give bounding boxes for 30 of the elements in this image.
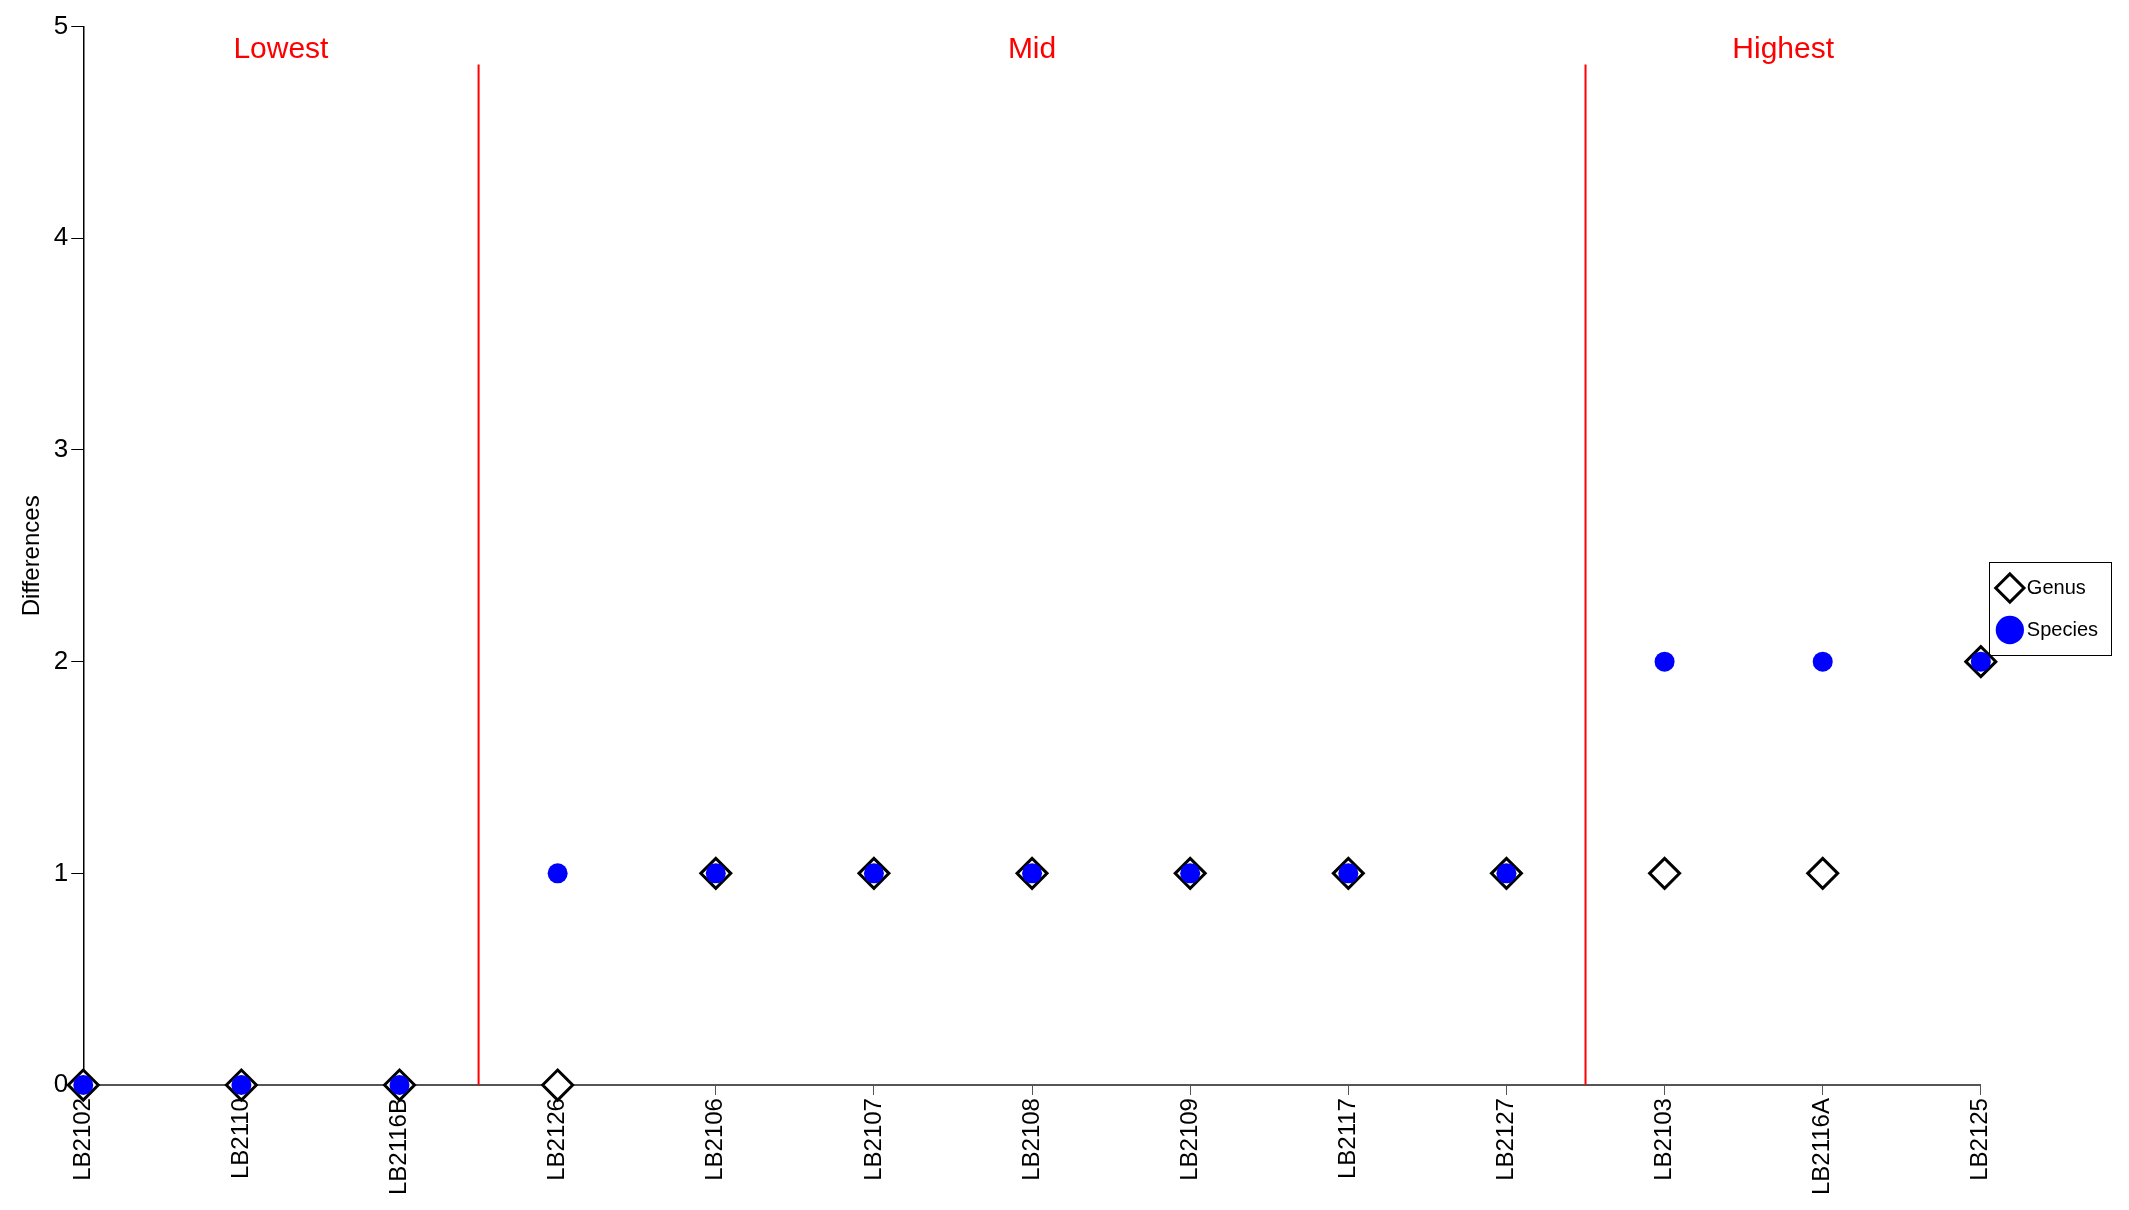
x-tick-label: LB2110 [226,1098,254,1179]
point [547,863,568,884]
point [1812,651,1833,672]
y-tick-label: 1 [53,856,69,887]
x-tick-label: LB2127 [1491,1098,1519,1181]
point [1648,856,1682,890]
x-tick-label: LB2102 [67,1098,95,1181]
annotation: Lowest [233,30,330,64]
y-axis-title: Differences [17,495,45,617]
x-tick-label: LB2103 [1649,1098,1677,1181]
y-tick-label: 5 [53,9,69,40]
annotation: Mid [1007,30,1057,64]
x-tick-label: LB2117 [1332,1098,1360,1179]
annotation: Highest [1732,30,1835,64]
x-tick-label: LB2125 [1965,1098,1993,1181]
x-tick-label: LB2109 [1174,1098,1202,1181]
legend-label: Genus [2026,575,2086,598]
x-tick-label: LB2116A [1807,1098,1835,1196]
y-tick-label: 3 [53,433,69,464]
point [1654,651,1675,672]
x-tick-label: LB2108 [1016,1098,1044,1181]
x-tick-label: LB2106 [700,1098,728,1181]
y-tick-label: 0 [53,1068,69,1099]
y-tick-label: 4 [53,221,69,252]
x-tick-label: LB2116B [384,1098,412,1196]
point [1806,856,1840,890]
x-tick-label: LB2126 [542,1098,570,1181]
y-tick-label: 2 [53,644,69,675]
legend-label: Species [2026,617,2098,640]
x-tick-label: LB2107 [858,1098,886,1181]
